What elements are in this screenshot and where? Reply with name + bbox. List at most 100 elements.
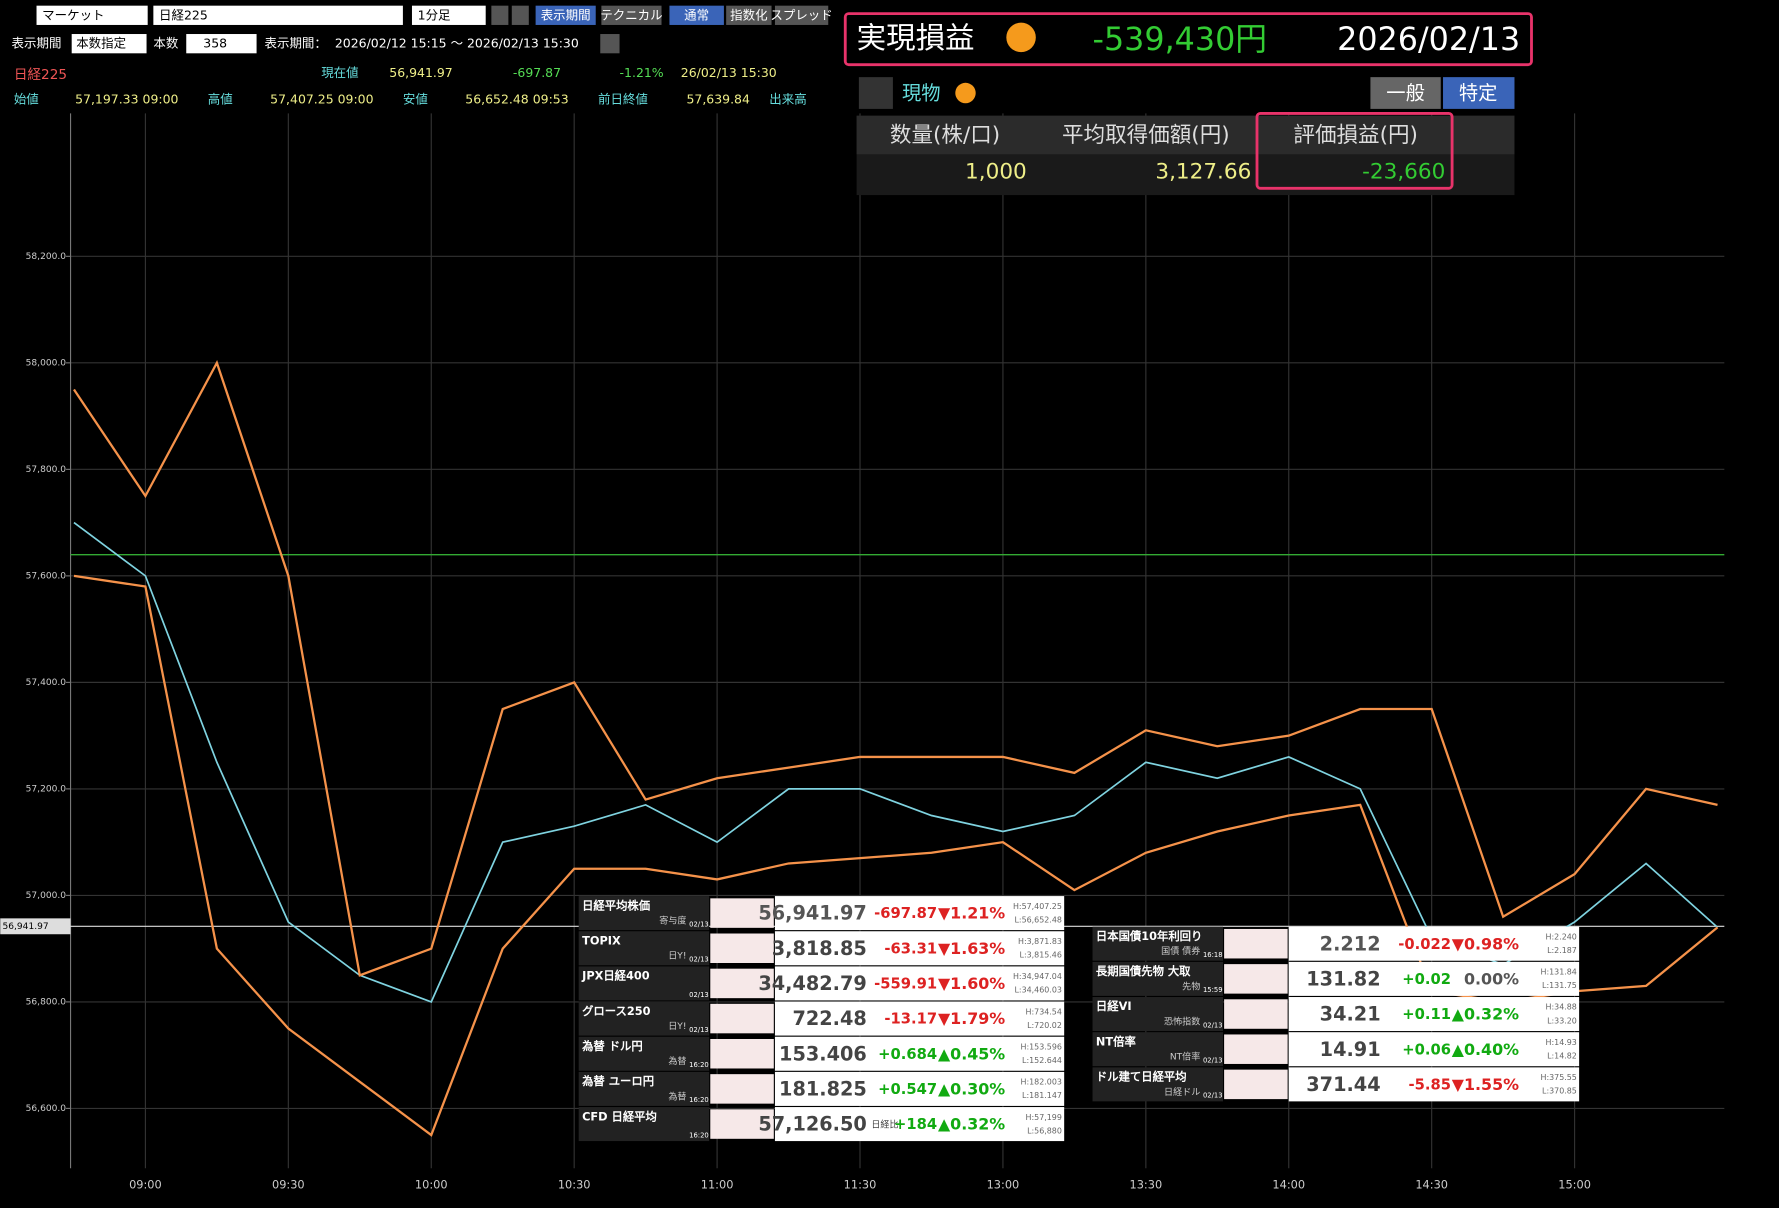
ticker-spark [710, 968, 774, 999]
open-label: 始値 [14, 91, 39, 106]
volume-label: 出来高 [769, 91, 806, 106]
range: 2026/02/12 15:15 ～ 2026/02/13 15:30 [335, 36, 579, 51]
low: 56,652.48 09:53 [465, 91, 568, 106]
button-label: スプレッド [770, 7, 832, 22]
ticker-low: L:720.02 [1027, 1021, 1062, 1030]
unrealized-pnl: -23,660 [1362, 159, 1445, 184]
market: マーケット [42, 7, 104, 22]
change: -697.87 [513, 65, 561, 80]
ticker-price: 34,482.79 [758, 972, 866, 995]
next-button[interactable] [511, 5, 529, 25]
tab[interactable] [1443, 77, 1515, 109]
low-label: 安値 [403, 91, 428, 106]
ticker-high: H:3,871.83 [1018, 937, 1062, 946]
ticker-change: -697.87 [874, 905, 937, 922]
ticker-cell [774, 1071, 1065, 1106]
toolbar-button[interactable] [774, 5, 829, 25]
ticker-note: 日経比: [871, 1119, 901, 1131]
time: 26/02/13 15:30 [681, 65, 777, 80]
ticker-sub: 先物 [1182, 980, 1200, 992]
current-marker-label: 56,941.97 [2, 922, 48, 932]
ticker-pct: ▼1.21% [938, 904, 1005, 923]
ticker-low: L:14.82 [1547, 1052, 1577, 1061]
toolbar-button[interactable] [669, 5, 724, 25]
ticker-name-cell [1092, 997, 1223, 1032]
ticker-high: H:182.003 [1021, 1078, 1062, 1087]
ticker-time: 15:59 [1203, 986, 1223, 994]
dropdown[interactable] [71, 34, 147, 54]
ticker-name: TOPIX [582, 933, 621, 947]
ticker-time: 02/13 [689, 920, 709, 928]
ticker-pct: 0.00% [1464, 970, 1519, 989]
period-label: 表示期間 [12, 36, 62, 51]
ticker-time: 02/13 [689, 1026, 709, 1034]
dropdown[interactable] [411, 5, 486, 25]
warning-icon [955, 82, 976, 104]
ticker-price: 371.44 [1306, 1073, 1380, 1096]
x-tick-label: 11:00 [701, 1177, 734, 1191]
reset-button[interactable] [600, 34, 620, 54]
ticker-high: H:57,407.25 [1013, 902, 1062, 911]
quantity: 1,000 [965, 159, 1027, 184]
tab[interactable] [1370, 77, 1441, 109]
window-icon[interactable] [858, 77, 893, 109]
ticker-sub: 日経ドル [1164, 1086, 1200, 1098]
ticker-name-cell [1092, 1032, 1223, 1067]
ticker-price: 181.825 [779, 1078, 867, 1101]
pct: -1.21% [620, 65, 664, 80]
ticker-pct: ▼1.79% [938, 1009, 1005, 1028]
toolbar-button[interactable] [726, 5, 772, 25]
ticker-high: H:375.55 [1541, 1073, 1577, 1082]
prev-button[interactable] [491, 5, 509, 25]
x-tick-label: 09:00 [129, 1177, 162, 1191]
button-label: テクニカル [600, 7, 662, 22]
ticker-change: +0.547 [878, 1081, 937, 1098]
series-line [73, 360, 1718, 977]
ticker-spark [710, 1109, 774, 1139]
ticker-low: L:56,652.48 [1015, 915, 1062, 924]
ticker-spark [1224, 928, 1288, 959]
ticker-cell [774, 966, 1065, 1001]
period-mode: 本数指定 [76, 36, 126, 51]
tab-label: 特定 [1459, 82, 1498, 105]
ticker-cell [1288, 997, 1580, 1032]
ticker-low: L:181.147 [1022, 1091, 1062, 1100]
x-tick-label: 10:00 [415, 1177, 448, 1191]
dropdown[interactable] [36, 5, 148, 25]
column-header: 評価損益(円) [1293, 123, 1418, 148]
symbol: 日経225 [159, 7, 208, 22]
ticker-low: L:56,880 [1027, 1126, 1062, 1135]
dropdown[interactable] [153, 5, 403, 25]
warning-icon [1006, 22, 1036, 53]
ticker-name: 日経平均株価 [582, 898, 650, 912]
ticker-spark [1224, 964, 1288, 994]
x-tick-label: 15:00 [1558, 1177, 1591, 1191]
ticker-high: H:153.596 [1021, 1042, 1062, 1051]
interval: 1分足 [418, 7, 451, 22]
ticker-name: 為替 ドル円 [581, 1039, 643, 1053]
ticker-cell [774, 931, 1065, 966]
button-label: 表示期間 [541, 7, 591, 22]
ticker-spark [710, 1003, 774, 1034]
ticker-name-cell [578, 966, 710, 1001]
holding-kind: 現物 [902, 82, 941, 105]
ticker-low: L:34,460.03 [1015, 986, 1062, 995]
ticker-cell [1288, 926, 1580, 961]
y-tick-label: 57,000.0 [26, 891, 67, 901]
column-header: 数量(株/口) [890, 123, 1000, 148]
ticker-price: 153.406 [779, 1042, 867, 1065]
toolbar-button[interactable] [601, 5, 662, 25]
ticker-low: L:2.187 [1547, 946, 1577, 955]
ticker-pct: ▼1.60% [938, 974, 1005, 993]
count: 358 [203, 36, 227, 51]
ticker-sub: 日Y! [668, 1021, 686, 1032]
ticker-low: L:131.75 [1542, 981, 1577, 990]
toolbar-button[interactable] [535, 5, 596, 25]
ticker-name: 為替 ユーロ円 [581, 1074, 654, 1088]
count-input[interactable] [186, 34, 257, 54]
ticker-time: 02/13 [689, 991, 709, 999]
ticker-name: グロース250 [582, 1004, 651, 1018]
ticker-name-cell [1092, 961, 1223, 996]
ticker-spark [710, 1074, 774, 1104]
ticker-spark [1224, 1069, 1288, 1100]
